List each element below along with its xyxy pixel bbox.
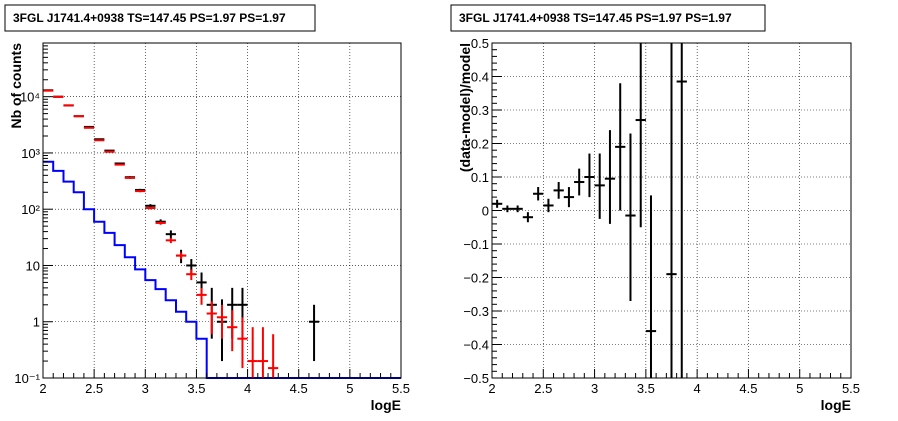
data-point	[594, 153, 605, 219]
x-tick-label: 5.5	[842, 381, 860, 396]
data-point	[533, 187, 544, 201]
counts-title: 3FGL J1741.4+0938 TS=147.45 PS=1.97 PS=1…	[13, 11, 286, 25]
data-point	[227, 310, 238, 352]
data-point	[165, 237, 176, 244]
data-point	[522, 212, 534, 223]
residuals-panel: 3FGL J1741.4+0938 TS=147.45 PS=1.97 PS=1…	[450, 4, 860, 413]
counts-panel: 3FGL J1741.4+0938 TS=147.45 PS=1.97 PS=1…	[4, 4, 410, 413]
data-point	[666, 43, 677, 378]
y-tick-label: 0.4	[471, 70, 489, 85]
x-tick-label: 2.5	[85, 381, 103, 396]
y-tick-label: 10²	[21, 202, 40, 217]
counts-y-axis-title: Nb of counts	[8, 43, 24, 129]
residuals-title-box	[450, 4, 766, 32]
y-tick-label: −0.5	[463, 371, 489, 386]
data-point	[135, 189, 146, 193]
counts-x-axis-title: logE	[371, 397, 401, 413]
counts-series	[43, 89, 401, 379]
y-tick-label: 10³	[21, 146, 40, 161]
residuals-grid	[492, 43, 851, 378]
data-point	[53, 95, 64, 98]
y-tick-label: 10	[26, 258, 40, 273]
data-point	[625, 133, 636, 301]
data-point	[512, 205, 523, 213]
residuals-series	[492, 43, 687, 378]
x-tick-label: 4	[694, 381, 701, 396]
data-point	[308, 304, 320, 362]
data-point	[268, 334, 279, 378]
y-tick-label: 0.1	[471, 170, 489, 185]
x-tick-label: 5	[796, 381, 803, 396]
data-point	[574, 168, 585, 196]
data-point	[165, 230, 176, 239]
data-point	[104, 150, 115, 153]
data-point	[145, 206, 156, 210]
residuals-ticks: 2 2.5 3 3.5 4 4.5 5 5.5 −0.5 −0.4 −0.3 −0.2 −0.1 0 0.1…	[463, 36, 860, 396]
data-point	[553, 182, 564, 199]
y-tick-label: 0.2	[471, 137, 489, 152]
data-point	[175, 252, 187, 260]
residuals-x-axis-title: logE	[821, 397, 851, 413]
y-tick-label: −0.4	[463, 338, 489, 353]
data-point	[543, 198, 554, 213]
y-tick-label: −0.1	[463, 237, 489, 252]
data-point	[206, 301, 217, 335]
y-tick-label: 10⁻¹	[14, 371, 40, 386]
x-tick-label: 5	[346, 381, 353, 396]
x-tick-label: 4.5	[290, 381, 308, 396]
x-tick-label: 2	[39, 381, 46, 396]
data-point	[247, 327, 258, 378]
data-point	[676, 43, 687, 378]
data-point	[645, 195, 657, 378]
data-point	[604, 130, 616, 224]
data-point	[43, 89, 54, 92]
y-tick-label: 10⁴	[20, 90, 40, 105]
data-point	[502, 205, 513, 213]
data-point	[237, 317, 248, 369]
x-tick-label: 3.5	[187, 381, 205, 396]
x-tick-label: 4.5	[739, 381, 757, 396]
data-point	[186, 269, 197, 281]
y-tick-label: 1	[33, 315, 40, 330]
y-tick-label: −0.2	[463, 271, 489, 286]
data-point	[94, 139, 105, 142]
data-point	[73, 115, 84, 118]
x-tick-label: 5.5	[392, 381, 410, 396]
data-point	[257, 327, 269, 378]
counts-ticks: 2 2.5 3 3.5 4 4.5 5 5.5 10⁻¹ 1 10 10² 10³ 10⁴	[14, 42, 410, 396]
data-point	[615, 83, 626, 211]
x-tick-label: 3	[142, 381, 149, 396]
data-point	[155, 221, 166, 225]
data-point	[584, 153, 595, 198]
y-tick-label: 0.3	[471, 103, 489, 118]
residuals-title: 3FGL J1741.4+0938 TS=147.45 PS=1.97 PS=1…	[459, 11, 732, 25]
x-tick-label: 2	[488, 381, 495, 396]
x-tick-label: 3	[591, 381, 598, 396]
data-point	[124, 176, 136, 179]
data-point	[114, 163, 125, 166]
residuals-y-axis-title: (data-model)/model	[457, 43, 473, 172]
data-point	[563, 187, 575, 208]
counts-plot-frame	[42, 42, 402, 379]
data-point	[216, 304, 228, 339]
y-tick-label: 0.5	[471, 36, 489, 51]
data-point	[63, 104, 74, 107]
y-tick-label: −0.3	[463, 304, 489, 319]
data-point	[83, 126, 95, 129]
counts-title-box	[4, 4, 316, 32]
data-point	[635, 43, 646, 228]
x-tick-label: 3.5	[637, 381, 655, 396]
x-tick-label: 2.5	[534, 381, 552, 396]
x-tick-label: 4	[244, 381, 251, 396]
data-point	[196, 287, 207, 305]
y-tick-label: 0	[482, 204, 489, 219]
